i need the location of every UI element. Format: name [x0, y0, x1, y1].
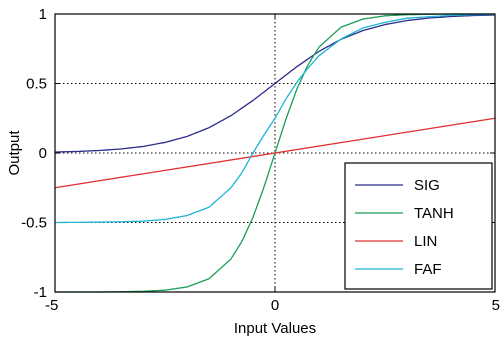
series-line-sig	[54, 14, 496, 153]
y-tick-label: 1	[39, 6, 47, 23]
series-line-lin	[54, 117, 496, 189]
y-axis-label: Output	[6, 130, 23, 176]
y-tick-label: -1	[34, 284, 47, 301]
y-tick-label: 0.5	[26, 76, 47, 93]
legend-label-lin: LIN	[414, 233, 437, 250]
series-line-faf	[54, 13, 496, 224]
legend: SIG TANH LIN FAF	[344, 162, 493, 290]
legend-box	[344, 162, 493, 290]
axis-ticks: -1 -0.5 0 0.5 1 -5 0 5	[21, 6, 500, 314]
x-tick-label: 0	[271, 297, 279, 314]
x-tick-label: -5	[45, 297, 58, 314]
legend-label-faf: FAF	[414, 261, 442, 278]
x-tick-label: 5	[492, 297, 500, 314]
y-tick-label: 0	[39, 145, 47, 162]
y-tick-label: -0.5	[21, 215, 47, 232]
legend-label-tanh: TANH	[414, 205, 454, 222]
plot-frame	[54, 13, 496, 293]
legend-label-sig: SIG	[414, 177, 440, 194]
x-axis-label: Input Values	[234, 320, 316, 337]
